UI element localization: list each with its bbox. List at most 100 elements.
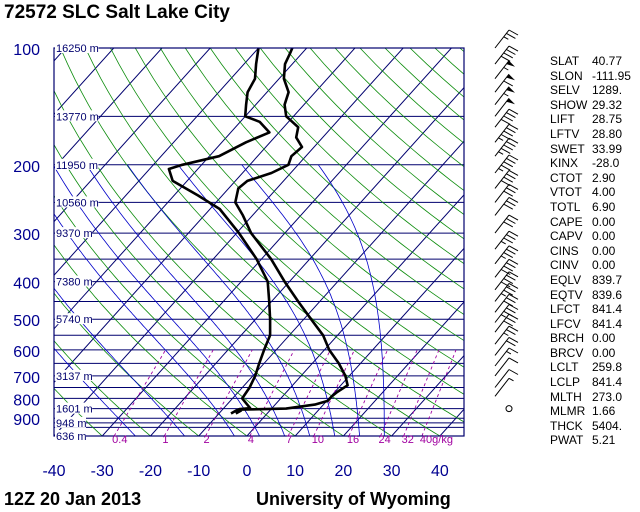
index-row: LFCV 841.4 xyxy=(550,317,640,332)
mixing-ratio-label: 1 xyxy=(162,434,168,446)
moist-adiabat xyxy=(54,347,136,436)
wind-barb xyxy=(494,196,519,216)
barb-flag xyxy=(503,221,514,228)
observation-time: 12Z 20 Jan 2013 xyxy=(4,489,142,509)
barb-flag xyxy=(503,144,514,151)
barb-flag xyxy=(500,164,511,171)
barb-flag xyxy=(506,49,516,55)
index-value: 29.32 xyxy=(592,97,623,112)
barb-shaft xyxy=(494,377,510,397)
mixing-ratio-line xyxy=(348,349,388,436)
mixing-ratio-label: 40g/kg xyxy=(420,434,453,446)
barb-flag xyxy=(506,218,516,224)
barb-shaft xyxy=(494,369,510,388)
barb-half-flag xyxy=(503,332,509,336)
barb-half-flag xyxy=(498,168,504,172)
index-row: SHOW 29.32 xyxy=(550,98,640,113)
barb-flag xyxy=(508,336,519,343)
barb-flag xyxy=(500,55,511,62)
barb-flag xyxy=(506,286,516,293)
temperature-tick-label: 0 xyxy=(242,463,251,480)
wind-barb xyxy=(494,377,514,397)
barb-flag xyxy=(503,190,514,197)
barb-shaft xyxy=(494,347,510,367)
temperature-tick-label: 30 xyxy=(383,463,401,480)
barb-pennant xyxy=(506,98,515,105)
barb-flag xyxy=(508,271,519,278)
sounding-profiles xyxy=(167,48,349,415)
barb-flag xyxy=(500,147,511,154)
index-row: LCLT 259.8 xyxy=(550,360,640,375)
wind-barb xyxy=(494,108,519,128)
wind-barb xyxy=(494,45,519,65)
barb-flag xyxy=(506,329,516,336)
index-label: CINS xyxy=(550,243,579,258)
barb-flag xyxy=(506,274,516,281)
barb-flag xyxy=(508,357,519,364)
index-value: 40.77 xyxy=(592,54,623,68)
barb-half-flag xyxy=(498,137,504,141)
index-value: 28.80 xyxy=(592,126,623,141)
index-label: SLON xyxy=(550,68,583,83)
height-label: 1601 m xyxy=(56,404,93,416)
temperature-tick-label: 20 xyxy=(335,463,353,480)
barb-half-flag xyxy=(506,350,512,355)
pressure-tick-label: 500 xyxy=(13,313,40,330)
barb-flag xyxy=(506,32,516,39)
barb-flag xyxy=(506,157,516,164)
index-label: LCLP xyxy=(550,375,581,390)
isotherm-line xyxy=(54,48,308,330)
isotherm-line xyxy=(390,354,464,436)
wind-barb xyxy=(494,325,519,345)
wind-barb xyxy=(494,73,515,93)
barb-flag xyxy=(506,297,516,304)
index-value: 0.00 xyxy=(592,345,616,360)
barb-pennant xyxy=(506,60,515,67)
temperature-tick-label: 40 xyxy=(431,463,449,480)
index-value: 273.0 xyxy=(592,389,623,404)
mixing-ratio-label: 32 xyxy=(402,434,414,446)
index-label: EQTV xyxy=(550,287,583,302)
dry-adiabat xyxy=(54,387,103,436)
temperature-tick-label: 10 xyxy=(286,463,304,480)
wind-barb xyxy=(494,313,519,333)
index-value: 6.90 xyxy=(592,199,616,214)
index-row: SLON -111.95 xyxy=(550,69,640,84)
index-value: 5404. xyxy=(592,418,623,433)
index-row: BRCH 0.00 xyxy=(550,331,640,346)
barb-flag xyxy=(506,187,516,194)
dry-adiabat xyxy=(159,48,464,342)
index-label: SLAT xyxy=(550,54,580,68)
wind-barb xyxy=(494,369,519,388)
mixing-ratio-label: 16 xyxy=(347,434,359,446)
dry-adiabat xyxy=(109,48,464,395)
barb-shaft xyxy=(494,97,510,117)
index-value: 28.75 xyxy=(592,112,623,127)
index-label: LFCT xyxy=(550,302,580,317)
index-label: CTOT xyxy=(550,170,583,185)
height-label: 636 m xyxy=(56,431,87,443)
index-row: SELV 1289. xyxy=(550,83,640,98)
barb-half-flag xyxy=(508,377,514,382)
index-row: KINX -28.0 xyxy=(550,156,640,171)
wind-barb xyxy=(494,29,519,49)
barb-half-flag xyxy=(500,293,506,297)
barb-flag xyxy=(506,262,516,269)
barb-flag xyxy=(506,141,516,148)
height-label: 948 m xyxy=(56,418,87,430)
barb-flag xyxy=(506,317,516,324)
barb-flag xyxy=(508,282,519,289)
isotherm-line xyxy=(246,194,464,436)
barb-flag xyxy=(503,237,514,244)
barb-flag xyxy=(503,52,514,59)
wind-barb xyxy=(494,154,519,174)
barb-shaft xyxy=(494,357,510,377)
pressure-tick-label: 400 xyxy=(13,276,40,293)
barb-flag xyxy=(506,248,516,255)
barb-flag xyxy=(506,307,516,314)
dry-adiabat xyxy=(234,48,464,265)
barb-flag xyxy=(508,347,519,354)
index-value: 5.21 xyxy=(592,433,616,448)
moist-adiabat xyxy=(54,287,186,436)
wind-barb xyxy=(494,293,519,313)
